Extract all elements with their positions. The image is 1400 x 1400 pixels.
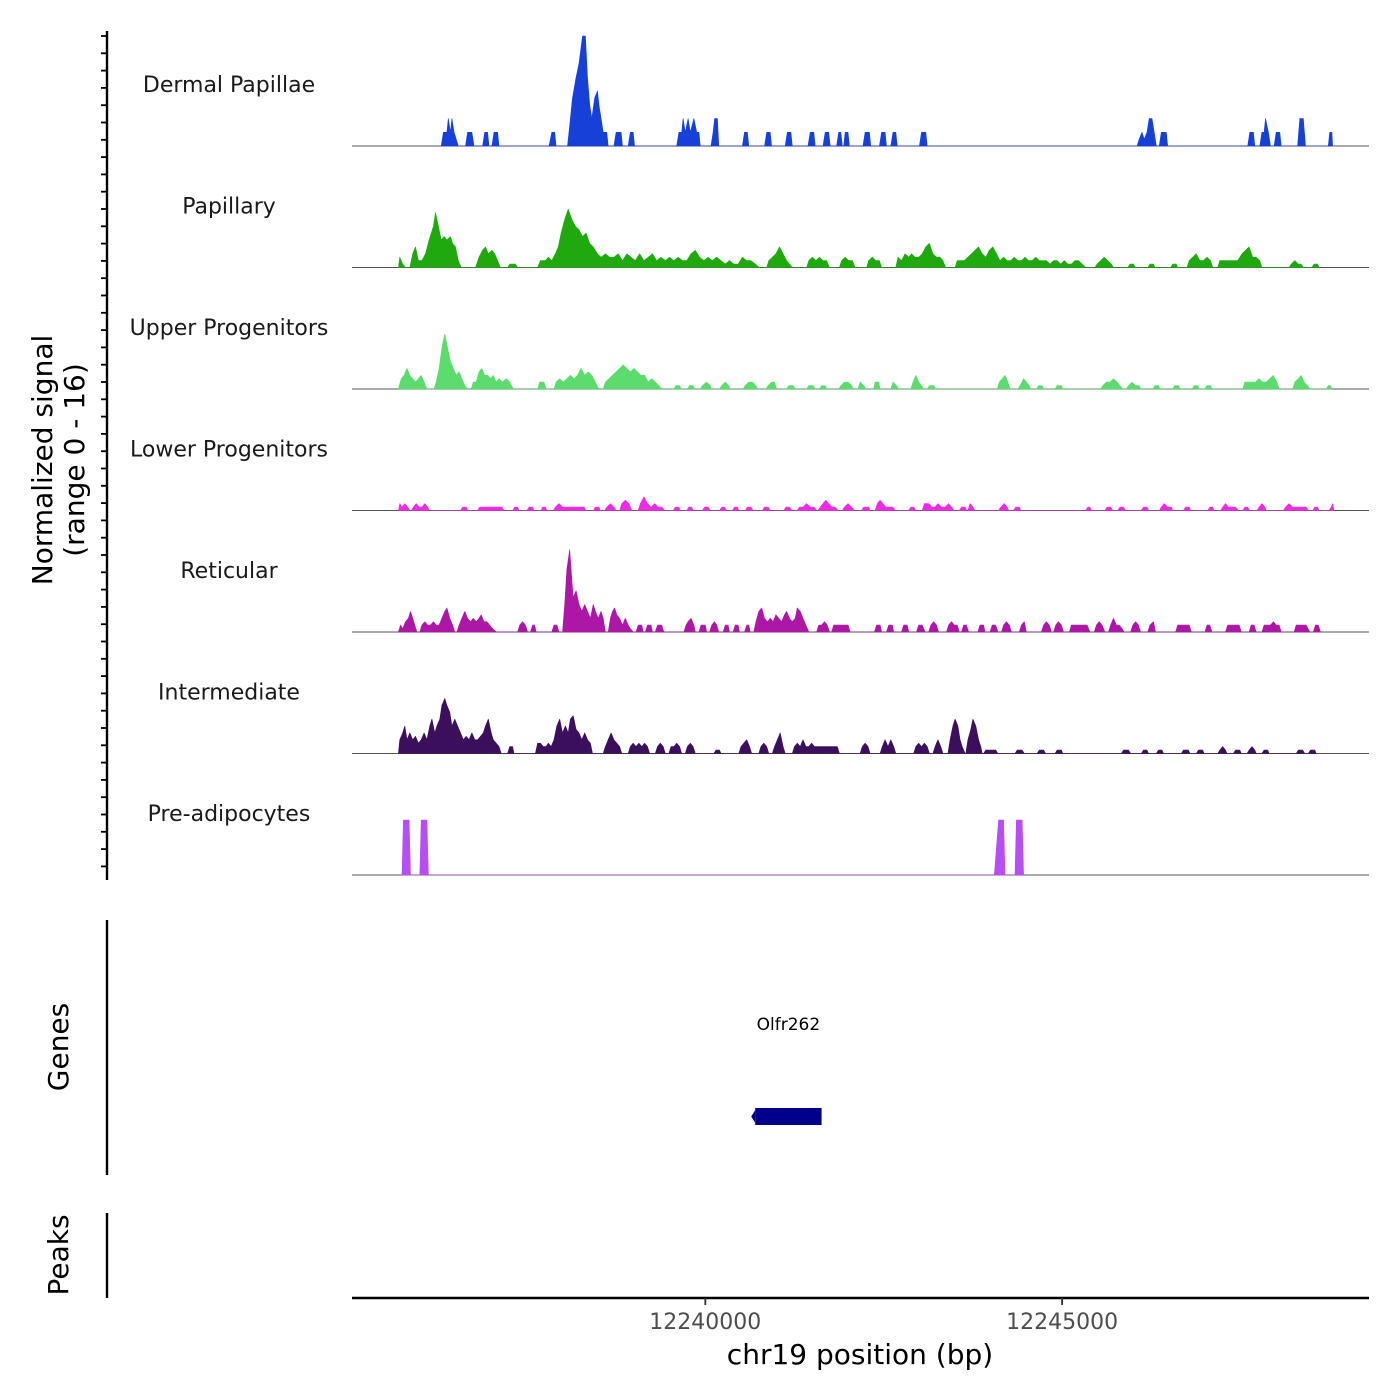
peaks-panel: Peaks [42, 1213, 109, 1298]
gene-panel: Genes Olfr262 [42, 920, 822, 1175]
track-papillary: Papillary [182, 195, 1369, 268]
track-upper-progenitors: Upper Progenitors [130, 316, 1369, 390]
y-axis-title-line1: Normalized signal [26, 335, 59, 586]
track-label: Dermal Papillae [143, 73, 315, 98]
coverage-area [401, 819, 1024, 876]
track-label: Reticular [180, 559, 278, 584]
track-label: Pre-adipocytes [148, 802, 311, 827]
coverage-tracks: Dermal Papillae Papillary Upper Progenitor… [130, 35, 1369, 876]
signal-y-axis [101, 31, 109, 880]
x-tick-label: 12245000 [1006, 1310, 1118, 1335]
coverage-area [398, 496, 1335, 511]
track-label: Papillary [182, 195, 276, 220]
coverage-area [398, 698, 1317, 754]
track-label: Intermediate [158, 681, 300, 706]
track-intermediate: Intermediate [158, 681, 1369, 754]
track-label: Lower Progenitors [130, 438, 328, 463]
track-lower-progenitors: Lower Progenitors [130, 438, 1369, 511]
x-axis: 12240000 12245000 chr19 position (bp) [352, 1296, 1369, 1371]
x-axis-title: chr19 position (bp) [727, 1338, 993, 1371]
track-label: Upper Progenitors [130, 316, 329, 341]
x-tick-label: 12240000 [649, 1310, 761, 1335]
signal-axis-ticks [101, 35, 107, 868]
gene-olfr262: Olfr262 [751, 1015, 822, 1125]
x-axis-ticks: 12240000 12245000 [649, 1298, 1118, 1335]
gene-strand-arrow [751, 1110, 756, 1123]
coverage-area [398, 333, 1333, 390]
gene-body [755, 1108, 822, 1125]
track-dermal-papillae: Dermal Papillae [143, 35, 1369, 147]
gene-label: Olfr262 [757, 1015, 821, 1035]
peaks-panel-label: Peaks [42, 1214, 75, 1295]
coverage-area [398, 549, 1321, 633]
y-axis-title-line2: (range 0 - 16) [58, 363, 91, 557]
coverage-area [440, 35, 1333, 147]
track-reticular: Reticular [180, 549, 1369, 633]
gene-annotations: Olfr262 [751, 1015, 822, 1125]
coverage-area [398, 208, 1320, 268]
genes-panel-label: Genes [42, 1003, 75, 1091]
track-pre-adipocytes: Pre-adipocytes [148, 802, 1369, 876]
